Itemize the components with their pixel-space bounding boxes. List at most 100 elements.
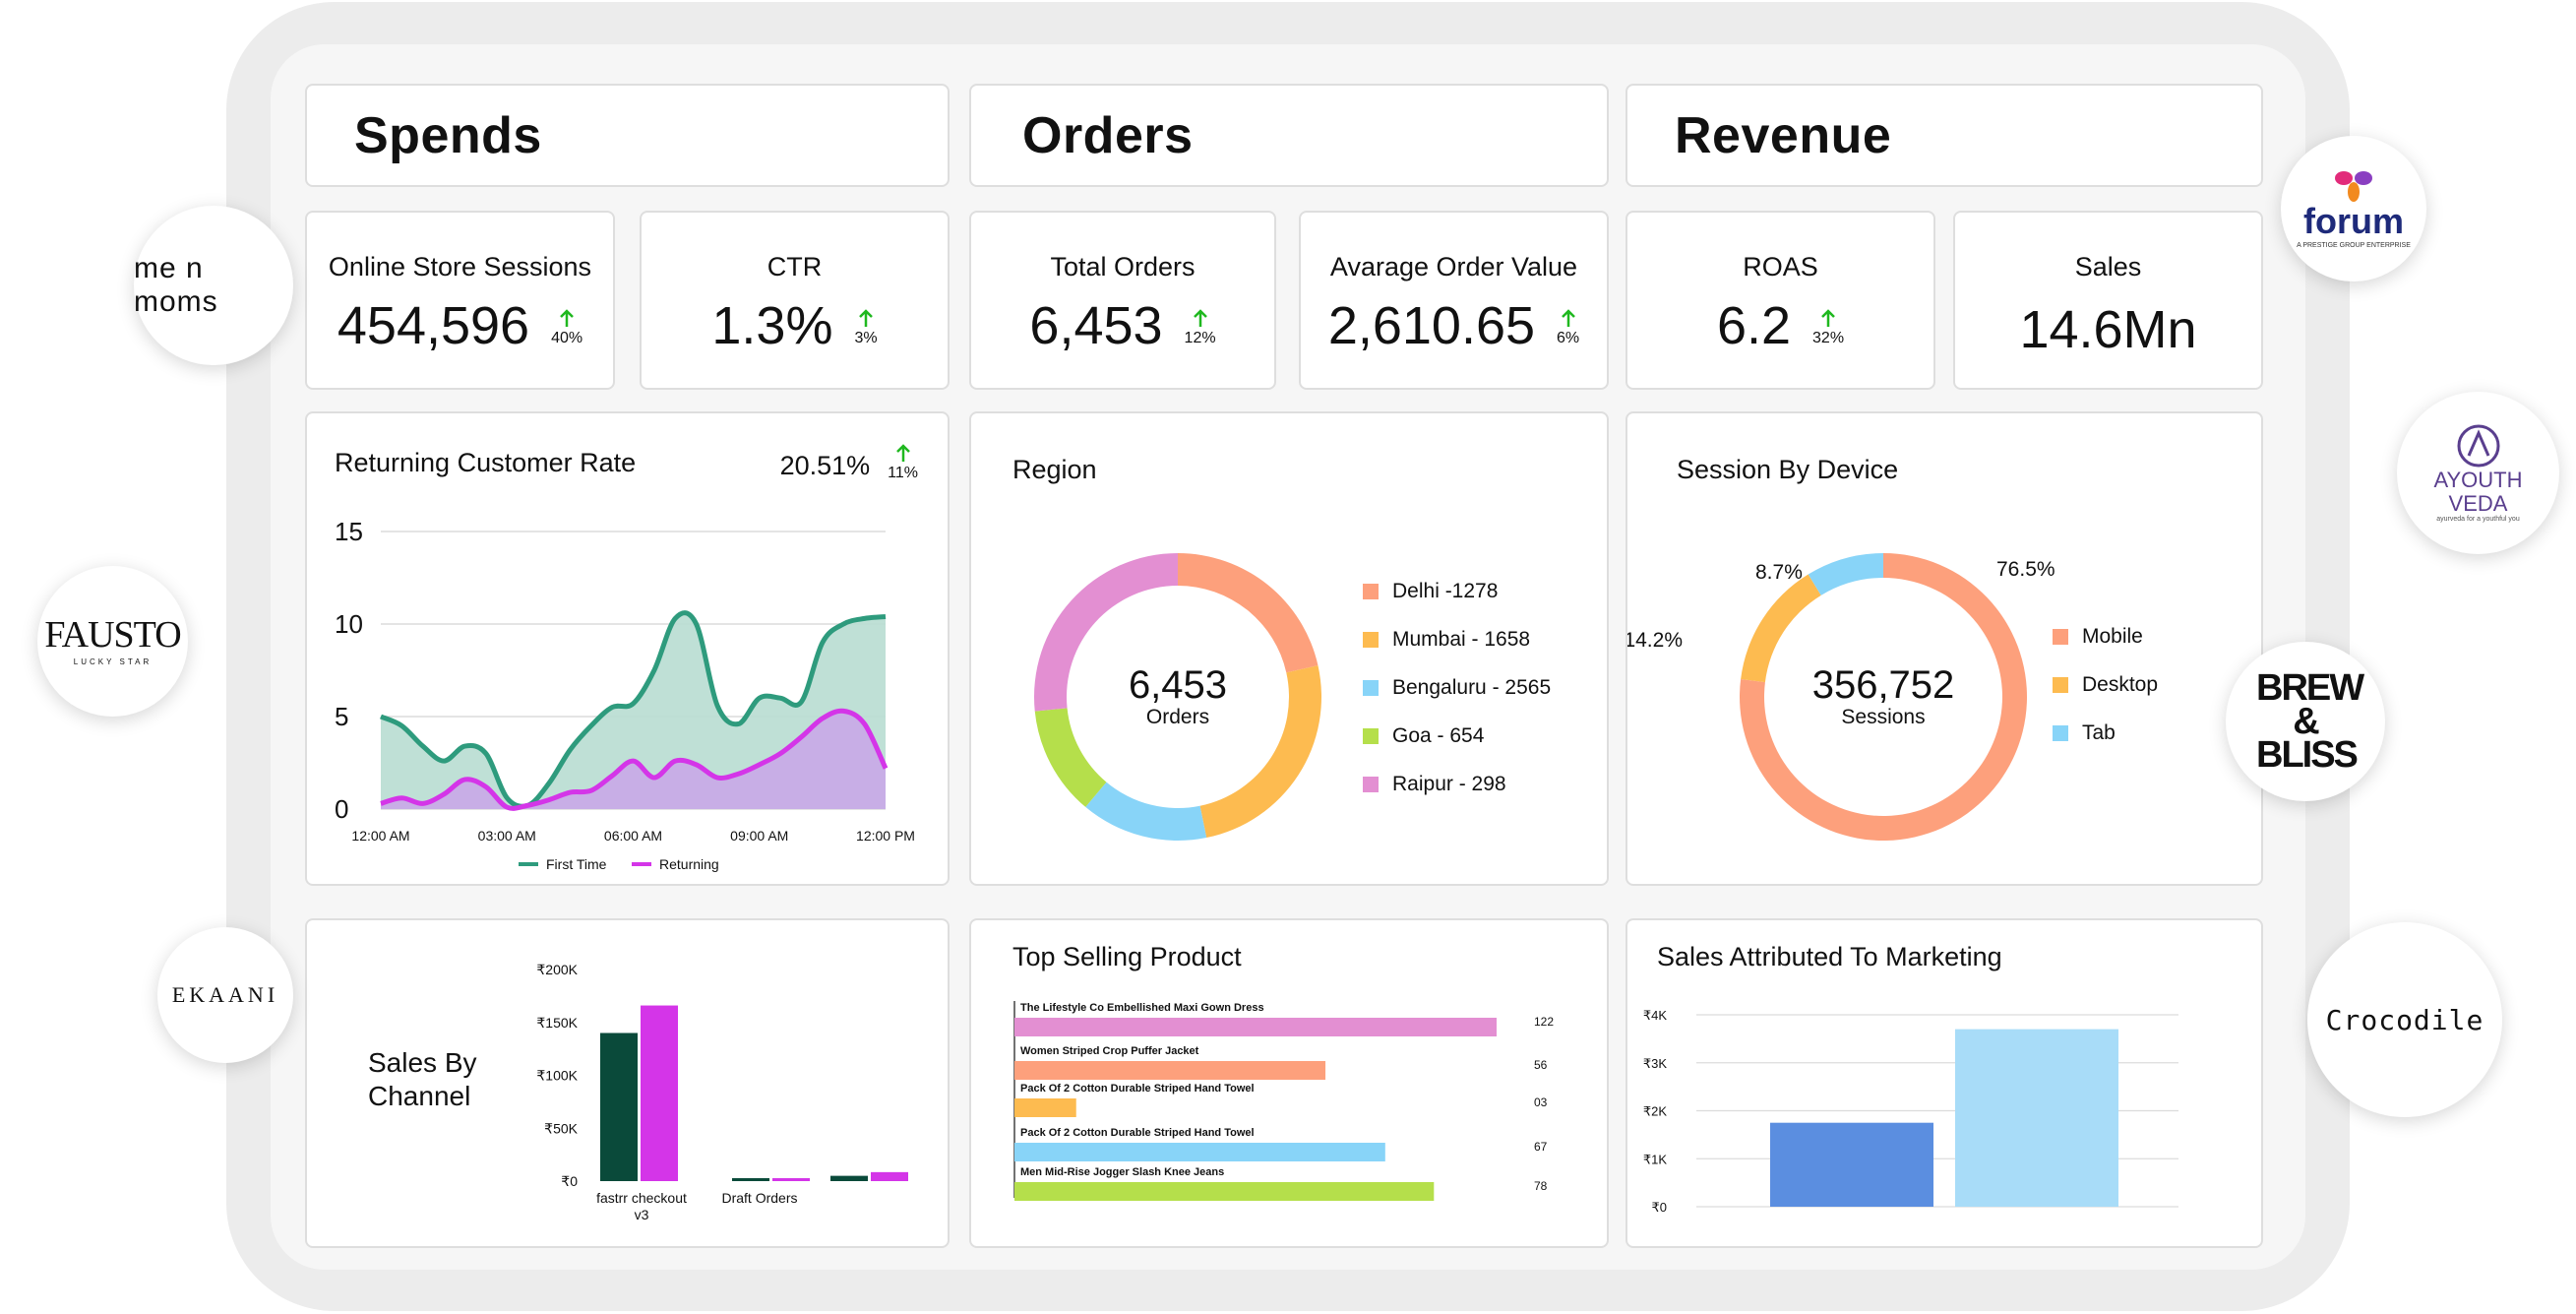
y-tick-label: 15 — [335, 517, 363, 546]
metric-label: Online Store Sessions — [328, 252, 592, 282]
region-center-value: 6,453 — [1128, 663, 1228, 707]
legend-item: Mumbai - 1658 — [1363, 615, 1551, 663]
metric-label: Avarage Order Value — [1329, 252, 1578, 282]
series-line — [379, 610, 887, 809]
donut-slice — [1199, 665, 1321, 839]
legend-swatch — [1363, 631, 1379, 648]
ayouthveda-logo-sub: ayurveda for a youthful you — [2436, 516, 2520, 524]
device-center-label: Sessions — [1841, 706, 1926, 728]
donut-slice — [1178, 553, 1319, 673]
metric-card-total-orders[interactable]: Total Orders 6,453 12% — [969, 211, 1276, 390]
device-card: Session By Device 76.5% 14.2% 8.7% 356,752… — [1625, 411, 2263, 886]
brew-bliss-logo: BREW & BLISS — [2226, 642, 2385, 801]
device-value-label: 76.5% — [1996, 558, 2055, 581]
metric-delta: 3% — [854, 308, 878, 352]
legend-item: Desktop — [2053, 660, 2158, 709]
bar — [732, 1178, 769, 1181]
device-legend: Mobile Desktop Tab — [2053, 612, 2158, 757]
metric-delta: 32% — [1812, 308, 1844, 352]
legend-item: Goa - 654 — [1363, 712, 1551, 760]
device-value-label: 14.2% — [1627, 629, 1683, 652]
bar — [871, 1171, 908, 1181]
donut-slice — [1741, 574, 1821, 683]
series-area — [381, 612, 886, 809]
x-tick-label: 12:00 PM — [856, 828, 915, 844]
bar — [772, 1178, 810, 1181]
legend-swatch — [2053, 676, 2068, 693]
metric-delta: 12% — [1185, 308, 1216, 352]
ayouthveda-logo-text: AYOUTH VEDA — [2433, 467, 2523, 516]
metric-delta: 40% — [551, 308, 583, 352]
legend-swatch — [1363, 776, 1379, 792]
x-tick-label: Draft Orders — [721, 1190, 797, 1206]
bar — [1770, 1122, 1933, 1207]
memoms-logo: me n moms — [134, 206, 293, 365]
legend-label: Delhi -1278 — [1392, 579, 1499, 602]
y-tick-label: ₹100K — [536, 1068, 578, 1084]
metric-delta: 6% — [1557, 308, 1579, 352]
metric-delta-value: 6% — [1557, 330, 1580, 346]
legend-item: Tab — [2053, 709, 2158, 757]
spends-header: Spends — [305, 84, 950, 187]
metric-label: Total Orders — [1050, 252, 1196, 282]
legend-item: Mobile — [2053, 612, 2158, 660]
metric-value: 14.6Mn — [2019, 300, 2197, 359]
forum-logo-text: forum — [2303, 201, 2404, 241]
legend-label: Tab — [2082, 720, 2116, 744]
bar — [1014, 1182, 1435, 1201]
metric-card-sales[interactable]: Sales 14.6Mn — [1953, 211, 2263, 390]
metric-card-sessions[interactable]: Online Store Sessions 454,596 40% — [305, 211, 615, 390]
top-selling-title: Top Selling Product — [1012, 942, 1242, 971]
arrow-up-icon — [1561, 309, 1575, 327]
legend-label: Bengaluru - 2565 — [1392, 675, 1552, 699]
memoms-logo-mark: me n moms — [134, 252, 293, 319]
device-value-label: 8.7% — [1755, 561, 1803, 584]
bar — [1014, 1143, 1385, 1161]
metric-delta-value: 40% — [551, 330, 583, 346]
metric-value: 2,610.65 — [1327, 296, 1536, 355]
product-label: Men Mid-Rise Jogger Slash Knee Jeans — [1020, 1166, 1224, 1178]
arrow-up-icon — [859, 309, 873, 327]
bar-value-label: 03 — [1534, 1095, 1548, 1109]
sales-channel-card: Sales By Channel ₹0 ₹50K ₹100K ₹150K ₹200K fa… — [305, 918, 950, 1248]
revenue-header: Revenue — [1625, 84, 2263, 187]
y-tick-label: 10 — [335, 609, 363, 639]
x-tick-label: fastrr checkout — [596, 1190, 687, 1206]
bar-value-label: 78 — [1534, 1179, 1548, 1193]
legend-item: Bengaluru - 2565 — [1363, 663, 1551, 712]
ekaani-logo-text: EKAANI — [171, 982, 279, 1007]
legend-label: Returning — [659, 856, 719, 872]
x-tick-label: 09:00 AM — [730, 828, 788, 844]
y-tick-label: ₹50K — [544, 1120, 578, 1136]
y-tick-label: 5 — [335, 702, 348, 731]
forum-flower-icon — [2335, 171, 2372, 202]
y-tick-label: ₹1K — [1643, 1152, 1668, 1166]
device-donut-chart: 76.5% 14.2% 8.7% — [1627, 553, 2055, 841]
metric-card-aov[interactable]: Avarage Order Value 2,610.65 6% — [1299, 211, 1609, 390]
legend-label: Desktop — [2082, 672, 2159, 696]
marketing-title: Sales Attributed To Marketing — [1657, 942, 2002, 971]
metric-card-ctr[interactable]: CTR 1.3% 3% — [640, 211, 950, 390]
legend-label: Mobile — [2082, 624, 2143, 648]
marketing-card: Sales Attributed To Marketing ₹0 ₹1K ₹2K ₹3… — [1625, 918, 2263, 1248]
metric-card-roas[interactable]: ROAS 6.2 32% — [1625, 211, 1935, 390]
top-selling-card: Top Selling Product The Lifestyle Co Emb… — [969, 918, 1609, 1248]
legend-swatch — [1363, 679, 1379, 696]
product-label: The Lifestyle Co Embellished Maxi Gown D… — [1020, 1002, 1264, 1014]
donut-slice — [1034, 553, 1178, 712]
legend-swatch — [2053, 724, 2068, 741]
donut-slice — [1085, 782, 1207, 841]
top-selling-chart: The Lifestyle Co Embellished Maxi Gown D… — [1013, 1001, 1554, 1201]
legend-label: Raipur - 298 — [1392, 772, 1506, 795]
x-tick-label: 03:00 AM — [478, 828, 536, 844]
product-label: Pack Of 2 Cotton Durable Striped Hand To… — [1020, 1083, 1255, 1095]
donut-slice — [1808, 553, 1883, 595]
legend-label: Mumbai - 1658 — [1392, 627, 1531, 651]
legend-swatch — [2053, 628, 2068, 645]
returning-customer-card: Returning Customer Rate 20.51% 11% 0 5 10 1… — [305, 411, 950, 886]
bar — [830, 1175, 868, 1181]
legend-item: Delhi -1278 — [1363, 567, 1551, 615]
orders-header: Orders — [969, 84, 1609, 187]
crocodile-logo-text: Crocodile — [2325, 1003, 2484, 1036]
spends-title: Spends — [354, 106, 542, 164]
